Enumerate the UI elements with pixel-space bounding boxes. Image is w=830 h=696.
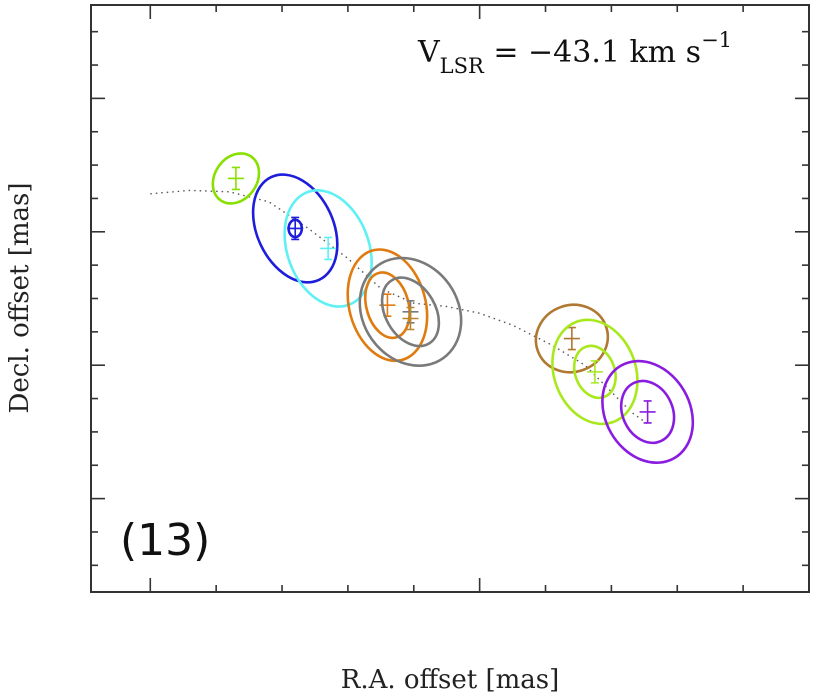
spot-F-errorbar xyxy=(379,293,396,317)
spot-K-errorbar xyxy=(586,360,603,384)
spot-G-contour-2 xyxy=(380,276,441,348)
spot-F-contour-1 xyxy=(346,248,429,363)
spot-D-errorbar xyxy=(287,216,304,241)
spot-L-errorbar xyxy=(639,400,656,424)
plot-data-layer xyxy=(150,152,695,464)
vlsr-annotation: VLSR = −43.1 km s−1 xyxy=(417,28,732,78)
spot-H-errorbar xyxy=(402,306,419,331)
spot-C-contour-1 xyxy=(211,152,261,205)
vlsr-prefix: V xyxy=(417,35,441,70)
spot-D-contour-1 xyxy=(251,173,339,284)
vlsr-middle: = −43.1 km s xyxy=(484,35,701,70)
spot-J-errorbar xyxy=(563,326,580,351)
x-axis-title: R.A. offset [mas] xyxy=(341,665,560,695)
spot-K-contour-2 xyxy=(572,344,617,400)
vlsr-superscript: −1 xyxy=(701,28,732,52)
y-axis-title: Decl. offset [mas] xyxy=(5,183,35,414)
spot-L-contour-1 xyxy=(601,359,695,464)
spot-F-contour-2 xyxy=(364,271,411,340)
vlsr-subscript: LSR xyxy=(440,54,485,78)
panel-label: (13) xyxy=(120,515,210,566)
spot-G-contour-1 xyxy=(358,256,463,367)
axis-ticks xyxy=(91,5,810,592)
spot-J-contour-1 xyxy=(534,303,610,374)
spot-E-errorbar xyxy=(320,236,337,261)
spot-K-contour-1 xyxy=(551,318,639,426)
spot-L-contour-2 xyxy=(619,379,676,445)
spot-C-errorbar xyxy=(227,166,244,191)
